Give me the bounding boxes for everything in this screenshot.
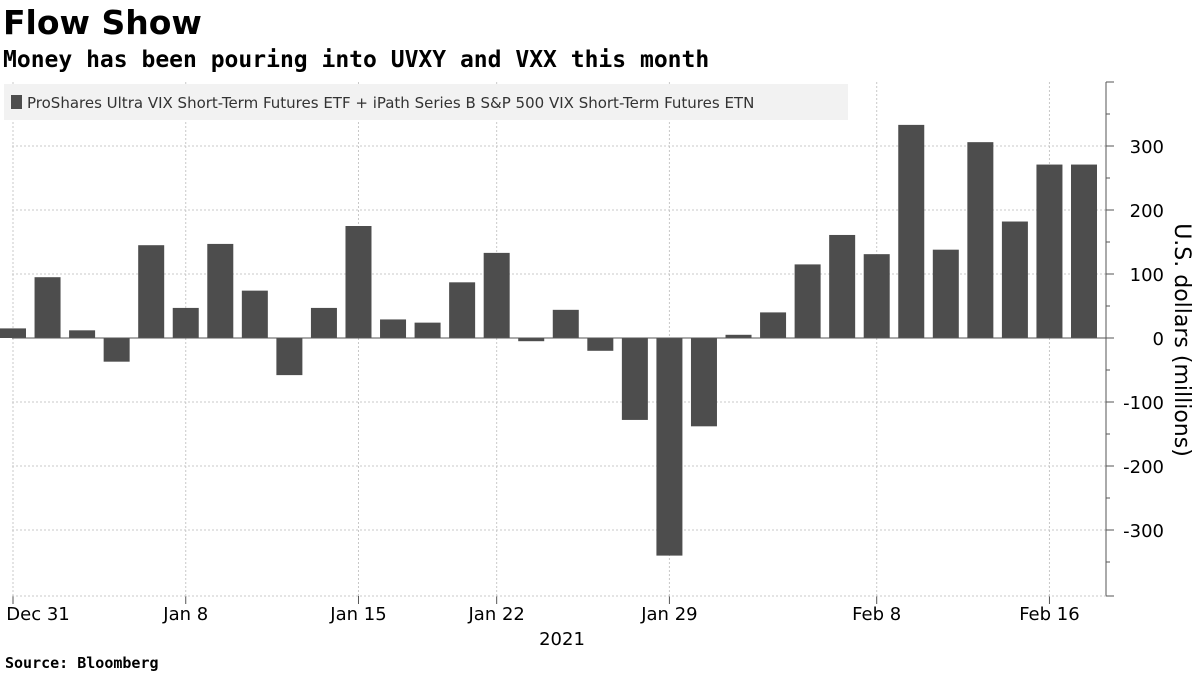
bar (380, 319, 407, 338)
bar (414, 322, 441, 338)
y-tick-label: -100 (1123, 393, 1164, 414)
y-axis-ticks: -300 -200 -100 0 100 200 300 (1106, 81, 1164, 597)
bar (103, 338, 130, 362)
bar (1071, 164, 1097, 338)
bar (518, 338, 545, 342)
bar (483, 252, 510, 338)
bar (725, 334, 752, 338)
legend-box (4, 84, 848, 120)
legend-label: ProShares Ultra VIX Short-Term Futures E… (27, 94, 754, 112)
bar (829, 234, 856, 338)
bar (310, 307, 337, 338)
bar (241, 290, 268, 338)
y-tick-label: 300 (1130, 137, 1164, 158)
gridlines (12, 82, 1106, 596)
bar (0, 328, 26, 338)
x-tick-label: Feb 8 (852, 604, 901, 625)
bar (172, 307, 199, 338)
bar (34, 277, 61, 338)
bar (621, 338, 648, 420)
x-tick-label: Jan 22 (467, 604, 524, 625)
y-tick-label: 100 (1130, 265, 1164, 286)
bar (138, 245, 165, 338)
y-tick-label: 0 (1153, 329, 1164, 350)
bar (587, 338, 614, 351)
x-tick-label: Jan 15 (329, 604, 386, 625)
chart-title: Flow Show (3, 3, 202, 42)
bar (276, 338, 303, 376)
y-tick-label: 200 (1130, 201, 1164, 222)
y-axis-label: U.S. dollars (millions) (1169, 223, 1194, 457)
x-axis-year-label: 2021 (539, 629, 585, 650)
bar (863, 254, 890, 338)
bar (1001, 221, 1028, 338)
bar (552, 309, 579, 338)
x-tick-label: Jan 8 (162, 604, 208, 625)
bar (760, 312, 787, 338)
bar (656, 338, 683, 556)
legend-swatch (11, 95, 22, 109)
bar (207, 243, 234, 338)
x-axis-ticks: Dec 31 Jan 8 Jan 15 Jan 22 Jan 29 Feb 8 Feb 16 (6, 595, 1106, 625)
y-tick-label: -200 (1123, 457, 1164, 478)
bars (0, 124, 1097, 556)
x-tick-label: Jan 29 (640, 604, 697, 625)
bar (69, 330, 96, 338)
x-tick-label: Feb 16 (1019, 604, 1080, 625)
bar (449, 282, 476, 338)
bar (932, 249, 959, 338)
y-tick-label: -300 (1123, 521, 1164, 542)
bar (690, 338, 717, 427)
chart-subtitle: Money has been pouring into UVXY and VXX… (3, 47, 710, 73)
bar (794, 264, 821, 338)
bar (1036, 164, 1063, 338)
source-note: Source: Bloomberg (5, 654, 159, 672)
bar (898, 124, 925, 338)
bar (967, 142, 994, 338)
x-tick-label: Dec 31 (6, 604, 69, 625)
bar (345, 226, 372, 338)
